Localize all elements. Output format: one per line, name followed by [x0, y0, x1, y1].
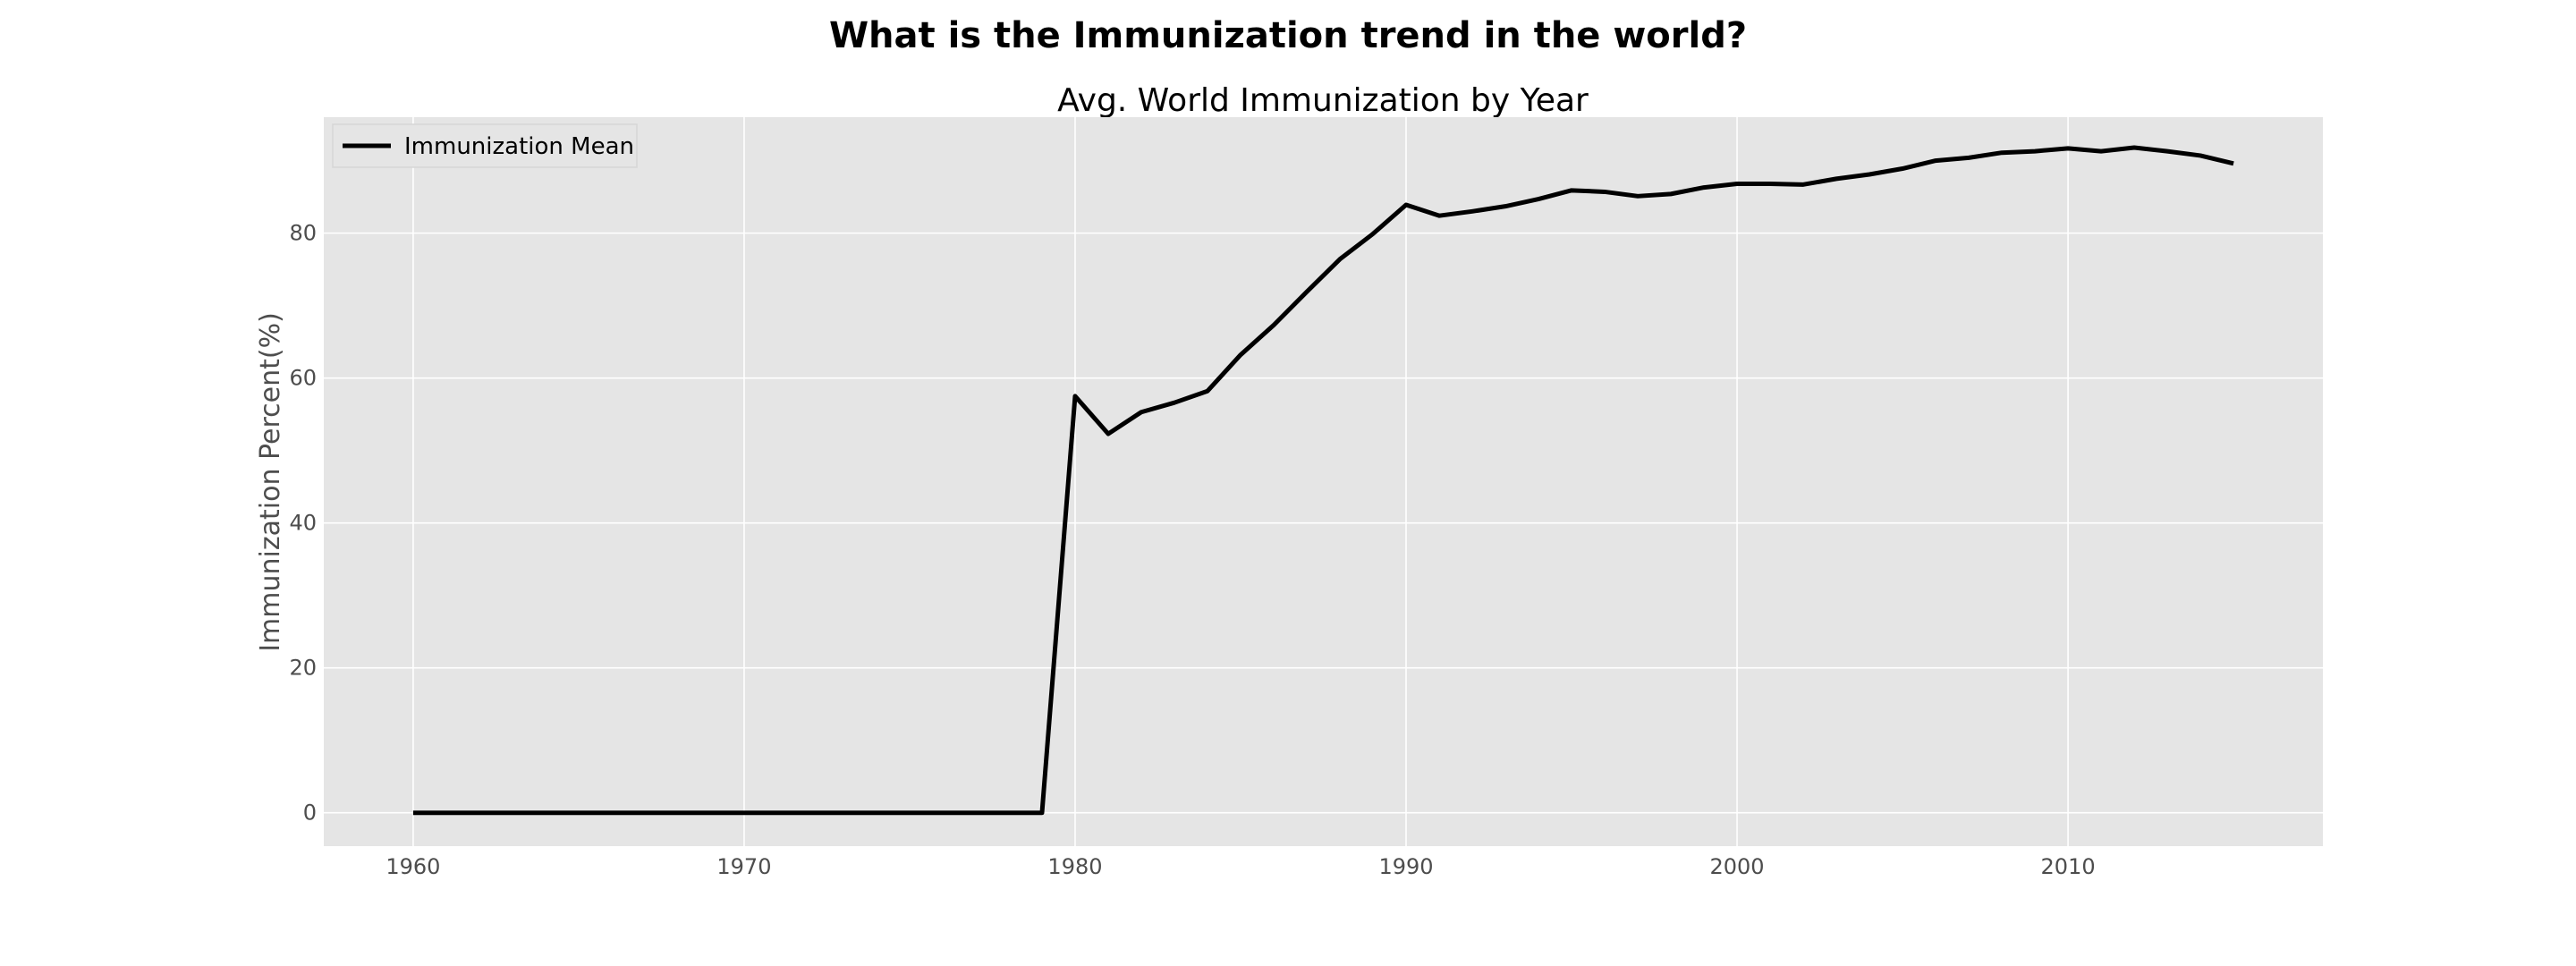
series-group [412, 145, 2234, 816]
x-tick-label: 2010 [2041, 854, 2096, 879]
y-tick-label: 20 [289, 656, 317, 681]
y-tick-label: 60 [289, 366, 317, 391]
x-tick-label: 1990 [1378, 854, 1433, 879]
chart-title: Avg. World Immunization by Year [1057, 82, 1589, 119]
plot-area [324, 117, 2323, 846]
y-axis-label: Immunization Percent(%) [255, 312, 286, 652]
y-tick-label: 80 [289, 221, 317, 246]
series-line [412, 145, 2234, 816]
y-axis: 0 20 40 60 80 [289, 221, 317, 826]
chart-suptitle: What is the Immunization trend in the wo… [829, 15, 1747, 56]
x-tick-label: 2000 [1710, 854, 1765, 879]
legend-label: Immunization Mean [404, 133, 634, 160]
y-tick-label: 40 [289, 511, 317, 536]
y-tick-label: 0 [303, 801, 317, 826]
x-axis: 1960 1970 1980 1990 2000 2010 [386, 854, 2095, 879]
x-tick-label: 1970 [716, 854, 771, 879]
legend: Immunization Mean [332, 123, 638, 168]
x-tick-label: 1980 [1047, 854, 1102, 879]
x-tick-label: 1960 [386, 854, 440, 879]
